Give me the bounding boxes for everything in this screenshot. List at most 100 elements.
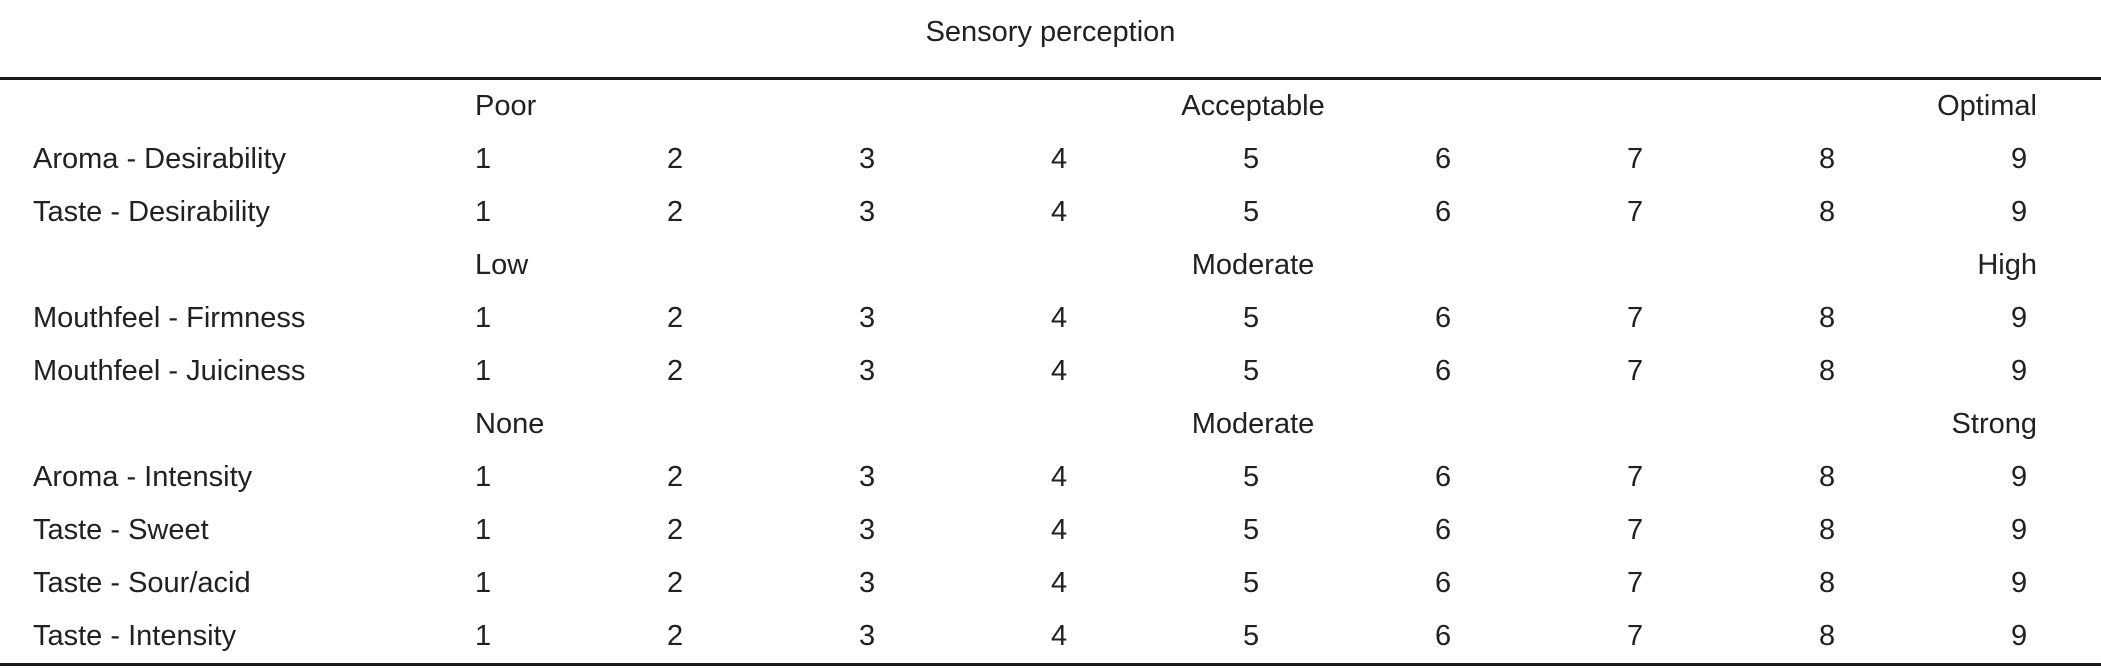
- scale-value: 7: [1627, 514, 1644, 546]
- scale-value: 4: [1051, 514, 1068, 546]
- attribute-label: Taste - Sour/acid: [33, 567, 251, 599]
- scale-value: 4: [1051, 302, 1068, 334]
- scale-value: 2: [667, 514, 684, 546]
- scale-value: 1: [475, 302, 492, 334]
- scale-value: 9: [2011, 302, 2028, 334]
- scale-value: 8: [1819, 196, 1836, 228]
- scale-value: 1: [475, 620, 492, 652]
- anchor-row-mouthfeel: Low Moderate High: [0, 239, 2101, 292]
- scale-value: 4: [1051, 620, 1068, 652]
- attribute-label: Taste - Sweet: [33, 514, 209, 546]
- attribute-row-mouthfeel-juiciness: Mouthfeel - Juiciness 1 2 3 4 5 6 7 8 9: [0, 345, 2101, 398]
- scale-value: 5: [1243, 355, 1260, 387]
- scale-value: 8: [1819, 355, 1836, 387]
- anchor-label-left: Low: [475, 249, 529, 281]
- attribute-label: Mouthfeel - Firmness: [33, 302, 306, 334]
- scale-value: 4: [1051, 355, 1068, 387]
- scale-value: 8: [1819, 302, 1836, 334]
- scale-value: 7: [1627, 567, 1644, 599]
- scale-value: 5: [1243, 514, 1260, 546]
- scale-value: 6: [1435, 620, 1452, 652]
- anchor-label-left: None: [475, 408, 545, 440]
- anchor-label-center: Moderate: [1191, 408, 1315, 440]
- scale-value: 3: [859, 143, 876, 175]
- anchor-row-intensity: None Moderate Strong: [0, 398, 2101, 451]
- anchor-label-center: Moderate: [1191, 249, 1315, 281]
- scale-value: 7: [1627, 143, 1644, 175]
- scale-value: 4: [1051, 461, 1068, 493]
- scale-value: 4: [1051, 196, 1068, 228]
- scale-value: 7: [1627, 620, 1644, 652]
- attribute-label: Aroma - Intensity: [33, 461, 253, 493]
- scale-value: 1: [475, 355, 492, 387]
- scale-value: 3: [859, 461, 876, 493]
- scale-value: 9: [2011, 196, 2028, 228]
- attribute-label: Taste - Desirability: [33, 196, 270, 228]
- scale-value: 6: [1435, 355, 1452, 387]
- attribute-row-taste-intensity: Taste - Intensity 1 2 3 4 5 6 7 8 9: [0, 610, 2101, 663]
- scale-value: 6: [1435, 514, 1452, 546]
- scale-value: 9: [2011, 514, 2028, 546]
- scale-value: 9: [2011, 143, 2028, 175]
- scale-value: 4: [1051, 567, 1068, 599]
- table-title-row: Sensory perception: [0, 0, 2101, 64]
- scale-value: 1: [475, 196, 492, 228]
- scale-value: 7: [1627, 355, 1644, 387]
- scale-value: 9: [2011, 620, 2028, 652]
- scale-value: 7: [1627, 196, 1644, 228]
- table-bottom-rule: [0, 663, 2101, 666]
- scale-value: 2: [667, 196, 684, 228]
- scale-value: 4: [1051, 143, 1068, 175]
- anchor-label-left: Poor: [475, 90, 537, 122]
- scale-value: 2: [667, 620, 684, 652]
- table-title: Sensory perception: [925, 15, 1176, 48]
- scale-value: 3: [859, 355, 876, 387]
- scale-value: 2: [667, 143, 684, 175]
- scale-value: 7: [1627, 461, 1644, 493]
- scale-value: 3: [859, 196, 876, 228]
- scale-value: 2: [667, 302, 684, 334]
- scale-value: 8: [1819, 620, 1836, 652]
- attribute-row-aroma-intensity: Aroma - Intensity 1 2 3 4 5 6 7 8 9: [0, 451, 2101, 504]
- attribute-label: Aroma - Desirability: [33, 143, 286, 175]
- scale-value: 8: [1819, 461, 1836, 493]
- scale-value: 6: [1435, 461, 1452, 493]
- table-top-rule: [0, 77, 2101, 80]
- scale-value: 9: [2011, 461, 2028, 493]
- scale-value: 8: [1819, 567, 1836, 599]
- scale-value: 6: [1435, 302, 1452, 334]
- scale-value: 6: [1435, 143, 1452, 175]
- attribute-row-taste-sweet: Taste - Sweet 1 2 3 4 5 6 7 8 9: [0, 504, 2101, 557]
- anchor-label-center: Acceptable: [1181, 90, 1325, 122]
- scale-value: 6: [1435, 567, 1452, 599]
- scale-value: 1: [475, 514, 492, 546]
- scale-value: 8: [1819, 143, 1836, 175]
- scale-value: 8: [1819, 514, 1836, 546]
- scale-value: 5: [1243, 196, 1260, 228]
- scale-value: 6: [1435, 196, 1452, 228]
- anchor-row-desirability: Poor Acceptable Optimal: [0, 80, 2101, 133]
- scale-value: 9: [2011, 355, 2028, 387]
- scale-value: 1: [475, 567, 492, 599]
- scale-value: 3: [859, 302, 876, 334]
- scale-value: 5: [1243, 567, 1260, 599]
- scale-value: 3: [859, 620, 876, 652]
- scale-value: 5: [1243, 620, 1260, 652]
- attribute-label: Taste - Intensity: [33, 620, 237, 652]
- attribute-label: Mouthfeel - Juiciness: [33, 355, 306, 387]
- anchor-label-right: Strong: [1951, 408, 2037, 440]
- scale-value: 5: [1243, 461, 1260, 493]
- anchor-label-right: Optimal: [1937, 90, 2037, 122]
- attribute-row-taste-sour-acid: Taste - Sour/acid 1 2 3 4 5 6 7 8 9: [0, 557, 2101, 610]
- scale-value: 2: [667, 461, 684, 493]
- scale-value: 1: [475, 143, 492, 175]
- scale-value: 5: [1243, 302, 1260, 334]
- attribute-row-mouthfeel-firmness: Mouthfeel - Firmness 1 2 3 4 5 6 7 8 9: [0, 292, 2101, 345]
- scale-value: 3: [859, 567, 876, 599]
- scale-value: 2: [667, 355, 684, 387]
- scale-value: 9: [2011, 567, 2028, 599]
- attribute-row-taste-desirability: Taste - Desirability 1 2 3 4 5 6 7 8 9: [0, 186, 2101, 239]
- scale-value: 3: [859, 514, 876, 546]
- scale-value: 1: [475, 461, 492, 493]
